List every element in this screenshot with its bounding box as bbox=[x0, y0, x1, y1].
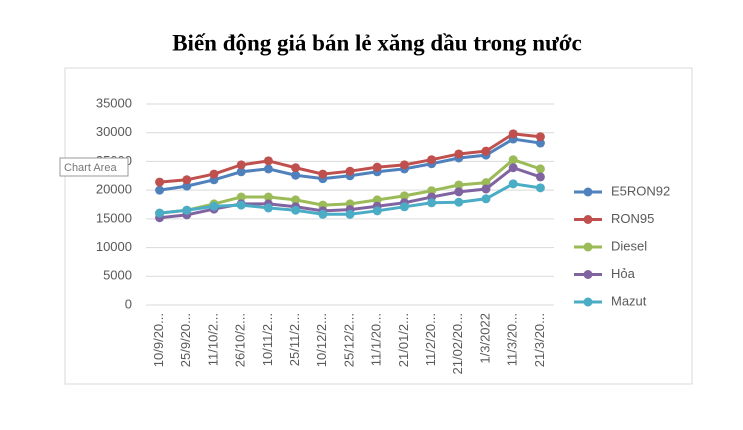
point bbox=[535, 132, 545, 142]
x-tick-label: 25/9/20... bbox=[178, 313, 193, 367]
point bbox=[182, 181, 192, 191]
legend-marker bbox=[583, 270, 593, 279]
x-tick-label: 25/12/2... bbox=[341, 313, 356, 367]
point bbox=[535, 183, 545, 193]
point bbox=[454, 180, 464, 190]
point bbox=[263, 164, 273, 174]
point bbox=[508, 155, 518, 165]
x-tick-label: 21/01/2... bbox=[396, 313, 411, 367]
point bbox=[236, 200, 246, 210]
point bbox=[508, 163, 518, 173]
legend-label: Diesel bbox=[611, 238, 647, 253]
point bbox=[508, 129, 518, 139]
point bbox=[481, 178, 491, 188]
point bbox=[399, 160, 409, 170]
legend-label: E5RON92 bbox=[611, 183, 670, 198]
point bbox=[427, 155, 437, 165]
point bbox=[481, 194, 491, 204]
point bbox=[291, 170, 301, 180]
point bbox=[535, 138, 545, 148]
point bbox=[427, 198, 437, 208]
point bbox=[263, 192, 273, 202]
point bbox=[155, 208, 165, 218]
x-tick-label: 21/3/20... bbox=[532, 313, 547, 367]
y-tick-label: 20000 bbox=[96, 182, 132, 197]
point bbox=[535, 164, 545, 174]
point bbox=[291, 195, 301, 205]
y-tick-label: 30000 bbox=[96, 124, 132, 139]
point bbox=[155, 177, 165, 187]
x-tick-label: 10/9/20... bbox=[151, 313, 166, 367]
point bbox=[209, 201, 219, 211]
x-tick-label: 11/10/2... bbox=[205, 313, 220, 366]
legend-label: Mazut bbox=[611, 293, 647, 308]
point bbox=[345, 209, 355, 219]
legend-label: RON95 bbox=[611, 211, 654, 226]
legend-marker bbox=[583, 215, 593, 224]
point bbox=[263, 156, 273, 166]
legend-marker bbox=[583, 297, 593, 307]
y-tick-label: 10000 bbox=[96, 239, 132, 254]
x-tick-label: 21/02/20... bbox=[450, 313, 465, 374]
point bbox=[454, 149, 464, 159]
point bbox=[182, 175, 192, 185]
point bbox=[372, 206, 382, 216]
y-tick-label: 35000 bbox=[96, 95, 132, 110]
y-tick-label: 0 bbox=[125, 296, 132, 311]
x-tick-label: 11/1/20... bbox=[369, 313, 384, 366]
x-tick-label: 10/11/2... bbox=[260, 313, 275, 366]
point bbox=[454, 197, 464, 207]
y-tick-label: 15000 bbox=[96, 210, 132, 225]
legend-label: Hỏa bbox=[611, 266, 636, 281]
x-tick-label: 11/3/20... bbox=[505, 313, 520, 366]
point bbox=[318, 209, 328, 219]
point bbox=[209, 169, 219, 179]
point bbox=[236, 160, 246, 170]
point bbox=[345, 166, 355, 176]
point bbox=[372, 162, 382, 172]
tooltip-box bbox=[59, 157, 129, 177]
point bbox=[372, 195, 382, 205]
plot: 0500010000150002000025000300003500010/9/… bbox=[96, 95, 670, 374]
point bbox=[399, 191, 409, 201]
point bbox=[182, 205, 192, 215]
chart-title: Biến động giá bán lẻ xăng dầu trong nước bbox=[172, 30, 582, 55]
point bbox=[318, 169, 328, 179]
point bbox=[263, 203, 273, 213]
legend-marker bbox=[583, 187, 593, 197]
point bbox=[399, 202, 409, 212]
point bbox=[155, 185, 165, 195]
x-tick-label: 26/10/2... bbox=[233, 313, 248, 367]
point bbox=[481, 184, 491, 194]
point bbox=[508, 179, 518, 189]
point bbox=[481, 146, 491, 156]
point bbox=[454, 187, 464, 197]
point bbox=[236, 192, 246, 202]
x-tick-label: 1/3/2022 bbox=[477, 313, 492, 364]
point bbox=[427, 186, 437, 196]
point bbox=[236, 167, 246, 177]
point bbox=[291, 163, 301, 173]
tooltip: Chart Area bbox=[64, 162, 117, 174]
chart-area[interactable] bbox=[64, 67, 693, 385]
x-tick-label: 10/12/2... bbox=[314, 313, 329, 367]
x-tick-label: 25/11/2... bbox=[287, 313, 302, 366]
legend-marker bbox=[583, 242, 593, 252]
x-tick-label: 11/2/20... bbox=[423, 313, 438, 366]
y-tick-label: 5000 bbox=[103, 268, 132, 283]
point bbox=[291, 205, 301, 215]
point bbox=[535, 172, 545, 182]
